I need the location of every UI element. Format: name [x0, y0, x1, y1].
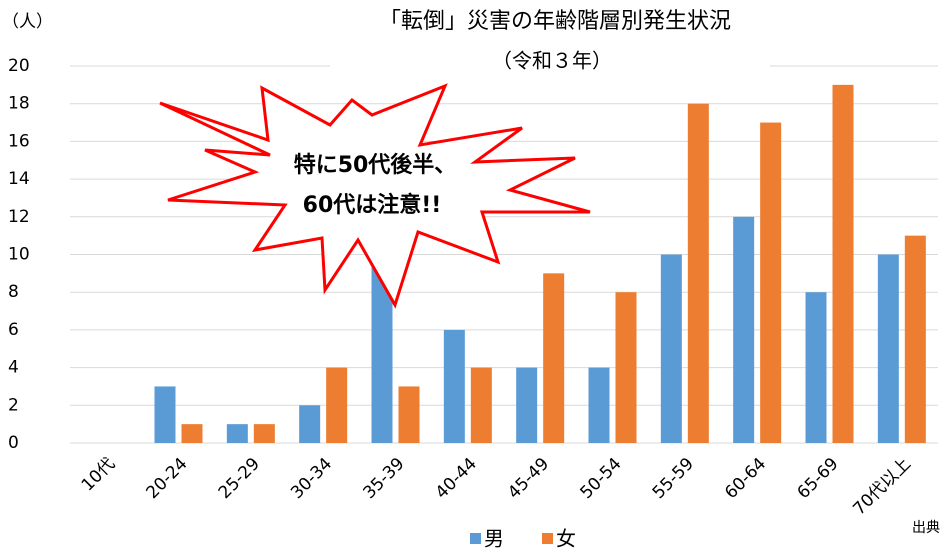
bar	[254, 424, 275, 443]
x-tick-label: 40-44	[432, 454, 481, 503]
bar	[833, 85, 854, 443]
bar	[760, 123, 781, 443]
x-tick-label: 65-69	[793, 454, 842, 503]
y-tick-label: 8	[8, 282, 19, 302]
bar	[155, 386, 176, 443]
y-tick-label: 14	[8, 169, 30, 189]
x-tick-label: 70代以上	[849, 454, 915, 520]
chart-title: 「転倒」災害の年齢階層別発生状況	[379, 9, 731, 34]
x-tick-label: 10代	[78, 454, 119, 495]
bar	[182, 424, 203, 443]
legend-label: 女	[556, 527, 576, 550]
bar	[661, 255, 682, 444]
y-tick-label: 20	[8, 56, 30, 76]
bar	[326, 368, 347, 443]
page: {"chart_data": {"type": "bar", "title": …	[0, 0, 940, 550]
bar	[516, 368, 537, 443]
bar	[733, 217, 754, 443]
x-tick-label: 20-24	[142, 454, 191, 503]
bar	[806, 292, 827, 443]
y-tick-label: 12	[8, 207, 30, 227]
y-tick-label: 4	[8, 358, 19, 378]
bar	[299, 405, 320, 443]
y-tick-label: 2	[8, 395, 19, 415]
bar	[688, 104, 709, 443]
y-tick-label: 16	[8, 131, 30, 151]
x-tick-label: 60-64	[721, 454, 770, 503]
annotation-line: 60代は注意!!	[303, 192, 442, 218]
bar	[905, 236, 926, 443]
x-tick-label: 50-54	[576, 454, 625, 503]
y-tick-label: 6	[8, 320, 19, 340]
annotation-line: 特に50代後半、	[294, 152, 457, 178]
x-tick-label: 30-34	[287, 454, 336, 503]
y-tick-label: 18	[8, 94, 30, 114]
bar	[543, 273, 564, 443]
y-tick-label: 0	[8, 433, 19, 453]
x-tick-label: 25-29	[215, 454, 264, 503]
source-note: 出典	[912, 520, 940, 536]
legend-swatch	[542, 533, 553, 544]
y-axis-label: （人）	[2, 12, 53, 32]
bar	[589, 368, 610, 443]
chart: 0 2 4 6 8 10 12 14 16 18 20 「転倒」災害の年齢階層別発生状況 （令和３年…	[0, 0, 940, 550]
chart-subtitle: （令和３年）	[492, 49, 612, 73]
legend-swatch	[470, 533, 481, 544]
x-tick-label: 45-49	[504, 454, 553, 503]
bar	[444, 330, 465, 443]
x-tick-label: 55-59	[649, 454, 698, 503]
y-tick-label: 10	[8, 245, 30, 265]
bar	[471, 368, 492, 443]
legend-label: 男	[484, 527, 504, 550]
bar	[616, 292, 637, 443]
x-tick-label: 35-39	[359, 454, 408, 503]
bar	[399, 386, 420, 443]
bar	[227, 424, 248, 443]
bar	[878, 255, 899, 444]
